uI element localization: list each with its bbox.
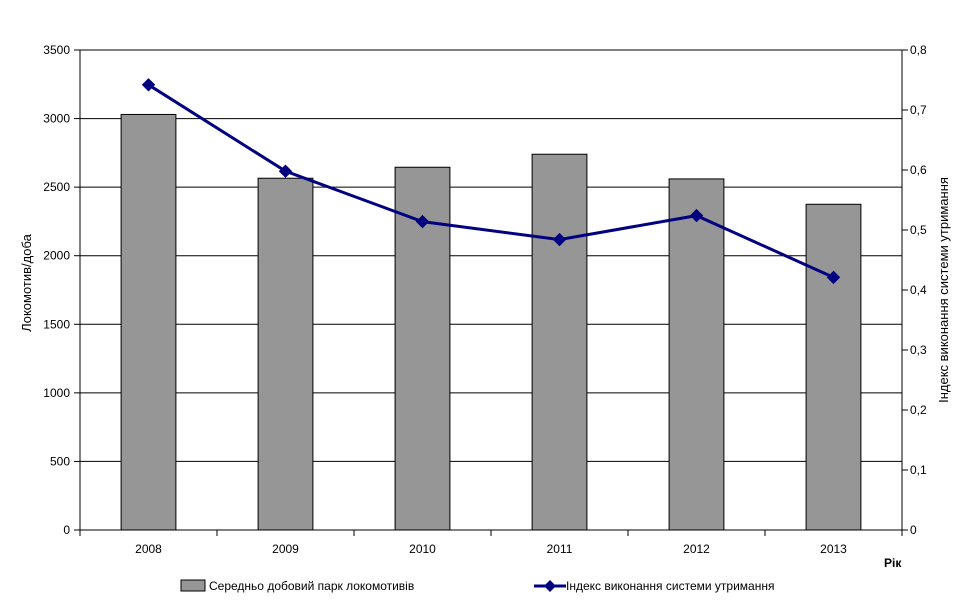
bar [668, 178, 725, 531]
y2-tick-label: 0,7 [910, 103, 927, 117]
y2-tick-label: 0,2 [910, 403, 927, 417]
gridlines [80, 49, 902, 462]
y2-tick-label: 0 [910, 523, 917, 537]
y-tick-label: 500 [50, 454, 70, 468]
y2-axis-label: Індекс виконання системи утримання [936, 177, 951, 403]
x-tick-label: 2013 [820, 542, 847, 556]
y-tick-label: 3000 [43, 112, 70, 126]
y-tick-label: 1500 [43, 317, 70, 331]
y2-tick-label: 0,5 [910, 223, 927, 237]
x-tick-label: 2010 [409, 542, 436, 556]
line-series [141, 78, 841, 285]
y-tick-label: 2500 [43, 180, 70, 194]
x-tick-label: 2011 [547, 542, 573, 556]
series-line [147, 83, 835, 279]
legend: Середньо добовий парк локомотивів Індекс … [180, 579, 774, 593]
y-tick-label: 2000 [43, 249, 70, 263]
legend-label-line: Індекс виконання системи утримання [566, 579, 774, 593]
y-tick-label: 1000 [43, 386, 70, 400]
y2-tick-label: 0,3 [910, 343, 927, 357]
data-point [689, 208, 704, 223]
x-tick-label: 2008 [135, 542, 162, 556]
bar [257, 177, 314, 531]
y-axis-label: Локомотив/доба [19, 233, 34, 331]
data-point [826, 270, 841, 285]
axes: 0 500 1000 1500 2000 2500 3000 3500 0 0,1 0,2 0,3 0,… [43, 43, 927, 556]
data-point [415, 214, 430, 229]
legend-marker [544, 580, 556, 592]
y-tick-label: 3500 [43, 43, 70, 57]
data-point [552, 232, 567, 247]
bar [531, 153, 588, 531]
bar [120, 113, 177, 531]
x-tick-label: 2012 [683, 542, 710, 556]
data-point [278, 164, 293, 178]
bar [805, 203, 862, 531]
x-axis-label: Рік [884, 556, 902, 570]
legend-label-bars: Середньо добовий парк локомотивів [209, 579, 414, 593]
x-tick-label: 2009 [272, 542, 299, 556]
y-tick-label: 0 [63, 523, 70, 537]
axis-labels: Локомотив/доба Індекс виконання системи … [19, 177, 951, 570]
y2-tick-label: 0,1 [910, 463, 927, 477]
data-point [141, 78, 156, 92]
bar-series [120, 113, 862, 531]
y2-tick-label: 0,8 [910, 43, 927, 57]
legend-swatch-bars [180, 579, 206, 592]
y2-tick-label: 0,4 [910, 283, 927, 297]
y2-tick-label: 0,6 [910, 163, 927, 177]
